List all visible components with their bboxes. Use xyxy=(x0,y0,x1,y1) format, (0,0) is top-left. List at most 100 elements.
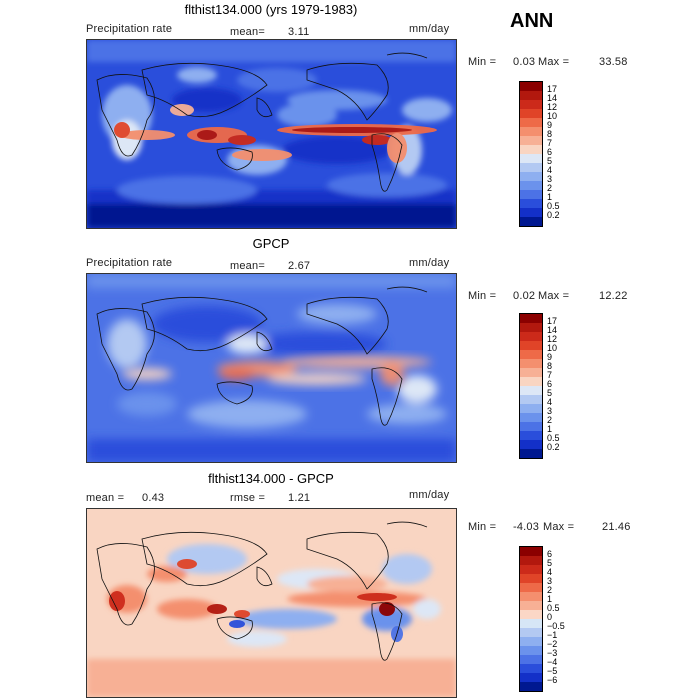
panel-2-max-value: 12.22 xyxy=(599,290,628,302)
colorbar-tick-label: 4 xyxy=(547,567,553,577)
panel-2-mean-value: 2.67 xyxy=(288,260,311,272)
colorbar-swatch xyxy=(520,413,542,422)
colorbar-swatch xyxy=(520,154,542,163)
colorbar-tick-label: 10 xyxy=(547,111,558,121)
colorbar-swatch xyxy=(520,583,542,592)
colorbar-swatch xyxy=(520,199,542,208)
colorbar-tick-label: 7 xyxy=(547,370,553,380)
colorbar-swatch xyxy=(520,332,542,341)
colorbar-swatch xyxy=(520,136,542,145)
colorbar-tick-label: 4 xyxy=(547,165,553,175)
panel-3-max-label: Max = xyxy=(543,521,575,533)
colorbar-tick-label: 8 xyxy=(547,129,553,139)
colorbar-tick-label: 0.2 xyxy=(547,210,560,220)
colorbar-swatch xyxy=(520,565,542,574)
colorbar-swatch xyxy=(520,217,542,226)
season-label: ANN xyxy=(510,10,554,32)
panel-1-min-label: Min = xyxy=(468,56,497,68)
colorbar-swatch xyxy=(520,440,542,449)
panel-1-field-label: Precipitation rate xyxy=(86,23,173,35)
panel-2-map xyxy=(86,273,457,463)
colorbar-swatch xyxy=(520,181,542,190)
colorbar-tick-label: 1 xyxy=(547,192,553,202)
colorbar-tick-label: −0.5 xyxy=(547,621,565,631)
colorbar-swatch xyxy=(520,100,542,109)
panel-2-min-label: Min = xyxy=(468,290,497,302)
panel-3-units: mm/day xyxy=(409,489,450,501)
colorbar-swatch xyxy=(520,601,542,610)
panel-2-colorbar xyxy=(519,313,543,459)
colorbar-tick-label: 5 xyxy=(547,156,553,166)
colorbar-tick-label: 2 xyxy=(547,585,553,595)
panel-1-mean-value: 3.11 xyxy=(288,26,310,38)
panel-3-rmse-label: rmse = xyxy=(230,492,266,504)
colorbar-tick-label: 17 xyxy=(547,84,558,94)
colorbar-swatch xyxy=(520,109,542,118)
colorbar-swatch xyxy=(520,646,542,655)
colorbar-tick-label: −1 xyxy=(547,630,558,640)
colorbar-swatch xyxy=(520,172,542,181)
colorbar-tick-label: 0.5 xyxy=(547,201,560,211)
colorbar-swatch xyxy=(520,664,542,673)
panel-2-max-label: Max = xyxy=(538,290,570,302)
colorbar-swatch xyxy=(520,208,542,217)
colorbar-swatch xyxy=(520,574,542,583)
colorbar-tick-label: 9 xyxy=(547,120,553,130)
colorbar-tick-label: 8 xyxy=(547,361,553,371)
colorbar-swatch xyxy=(520,145,542,154)
panel-3-min-label: Min = xyxy=(468,521,497,533)
colorbar-tick-label: 12 xyxy=(547,334,558,344)
colorbar-swatch xyxy=(520,314,542,323)
colorbar-tick-label: 6 xyxy=(547,379,553,389)
colorbar-tick-label: −4 xyxy=(547,657,558,667)
colorbar-tick-label: 3 xyxy=(547,406,553,416)
colorbar-swatch xyxy=(520,127,542,136)
panel-1-colorbar xyxy=(519,81,543,227)
colorbar-tick-label: 0.5 xyxy=(547,603,560,613)
colorbar-swatch xyxy=(520,91,542,100)
colorbar-tick-label: 14 xyxy=(547,93,558,103)
panel-1-max-label: Max = xyxy=(538,56,570,68)
colorbar-swatch xyxy=(520,341,542,350)
colorbar-tick-label: 0 xyxy=(547,612,553,622)
colorbar-tick-label: −6 xyxy=(547,675,558,685)
colorbar-tick-label: 3 xyxy=(547,174,553,184)
colorbar-swatch xyxy=(520,592,542,601)
colorbar-swatch xyxy=(520,556,542,565)
colorbar-swatch xyxy=(520,190,542,199)
colorbar-swatch xyxy=(520,449,542,458)
colorbar-tick-label: 12 xyxy=(547,102,558,112)
colorbar-swatch xyxy=(520,395,542,404)
colorbar-tick-label: 5 xyxy=(547,388,553,398)
panel-1-map xyxy=(86,39,457,229)
colorbar-swatch xyxy=(520,431,542,440)
colorbar-swatch xyxy=(520,628,542,637)
colorbar-swatch xyxy=(520,163,542,172)
panel-3-mean-value: 0.43 xyxy=(142,492,165,504)
colorbar-tick-label: −3 xyxy=(547,648,558,658)
colorbar-tick-label: 2 xyxy=(547,415,553,425)
colorbar-swatch xyxy=(520,619,542,628)
colorbar-tick-label: 14 xyxy=(547,325,558,335)
colorbar-swatch xyxy=(520,682,542,691)
panel-2-min-value: 0.02 xyxy=(513,290,536,302)
panel-1-min-value: 0.03 xyxy=(513,56,536,68)
colorbar-swatch xyxy=(520,377,542,386)
colorbar-swatch xyxy=(520,422,542,431)
panel-2-title: GPCP xyxy=(252,236,290,251)
colorbar-tick-label: 4 xyxy=(547,397,553,407)
panel-3-min-value: -4.03 xyxy=(513,521,540,533)
panel-3-colorbar xyxy=(519,546,543,692)
panel-2-units: mm/day xyxy=(409,257,450,269)
panel-3-max-value: 21.46 xyxy=(602,521,631,533)
colorbar-tick-label: 3 xyxy=(547,576,553,586)
colorbar-swatch xyxy=(520,547,542,556)
colorbar-swatch xyxy=(520,350,542,359)
colorbar-tick-label: 0.2 xyxy=(547,442,560,452)
panel-1-mean-label: mean= xyxy=(230,26,265,38)
colorbar-swatch xyxy=(520,368,542,377)
colorbar-tick-label: 1 xyxy=(547,594,553,604)
panel-3-title: flthist134.000 - GPCP xyxy=(208,471,334,486)
panel-3-map xyxy=(86,508,457,698)
panel-1-units: mm/day xyxy=(409,23,450,35)
